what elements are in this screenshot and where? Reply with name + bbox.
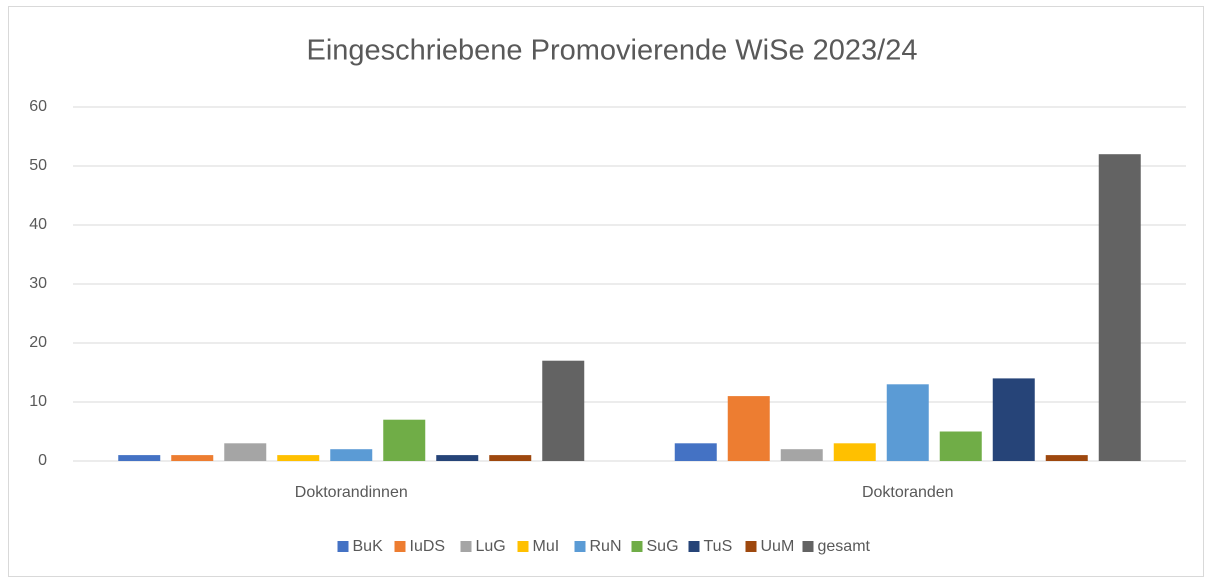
- bar: [780, 449, 823, 461]
- legend-swatch: [517, 541, 529, 552]
- legend-label: RuN: [590, 538, 622, 555]
- bar: [330, 449, 373, 461]
- x-tick-label: Doktorandinnen: [295, 484, 408, 501]
- bar: [224, 443, 267, 461]
- y-tick-label: 10: [29, 393, 47, 410]
- legend-swatch: [745, 541, 757, 552]
- legend-label: SuG: [647, 538, 679, 555]
- bar: [118, 455, 161, 461]
- legend-swatch: [337, 541, 349, 552]
- bar: [833, 443, 876, 461]
- legend-swatch: [688, 541, 700, 552]
- bar: [674, 443, 717, 461]
- y-tick-label: 60: [29, 98, 47, 115]
- bar: [489, 455, 532, 461]
- legend-label: IuDS: [410, 538, 446, 555]
- bar: [727, 396, 770, 461]
- bar: [939, 431, 982, 461]
- legend-label: MuI: [533, 538, 560, 555]
- legend-swatch: [394, 541, 406, 552]
- x-tick-label: Doktoranden: [862, 484, 954, 501]
- bar: [992, 378, 1035, 461]
- legend-swatch: [574, 541, 586, 552]
- y-tick-label: 0: [38, 452, 47, 469]
- bar: [436, 455, 479, 461]
- legend-label: BuK: [353, 538, 384, 555]
- chart-title: Eingeschriebene Promovierende WiSe 2023/…: [307, 35, 918, 67]
- legend-label: UuM: [761, 538, 795, 555]
- bar: [886, 384, 929, 461]
- bar: [1045, 455, 1088, 461]
- legend-swatch: [631, 541, 643, 552]
- bar: [542, 360, 585, 461]
- legend-swatch: [460, 541, 472, 552]
- chart-border: [8, 6, 1204, 577]
- bar: [1098, 154, 1141, 461]
- y-tick-label: 40: [29, 216, 47, 233]
- bar: [383, 419, 426, 461]
- y-tick-label: 20: [29, 334, 47, 351]
- y-tick-label: 50: [29, 157, 47, 174]
- legend-label: LuG: [476, 538, 506, 555]
- bar: [277, 455, 320, 461]
- legend-label: TuS: [704, 538, 733, 555]
- legend-swatch: [802, 541, 814, 552]
- legend-label: gesamt: [818, 538, 871, 555]
- bar: [171, 455, 214, 461]
- y-tick-label: 30: [29, 275, 47, 292]
